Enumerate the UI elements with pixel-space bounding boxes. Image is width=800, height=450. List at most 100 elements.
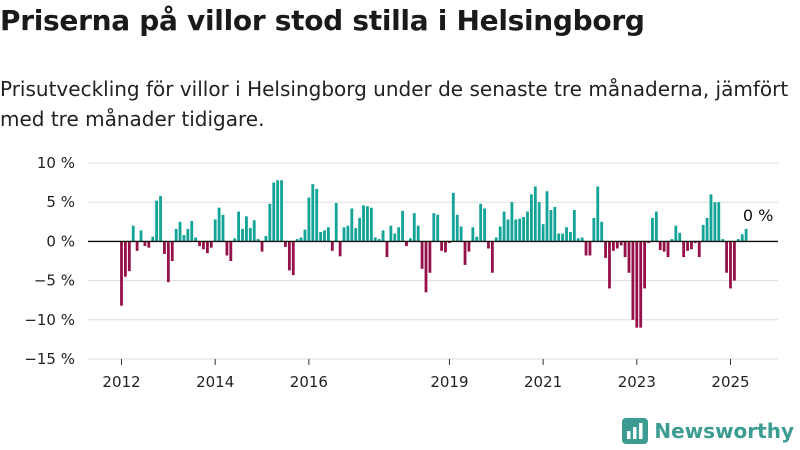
bar bbox=[330, 241, 334, 251]
bar bbox=[221, 214, 225, 242]
bar bbox=[295, 239, 299, 242]
bar bbox=[549, 210, 553, 242]
bar bbox=[159, 195, 162, 242]
bar bbox=[362, 205, 365, 242]
bar bbox=[463, 241, 467, 265]
bar bbox=[709, 194, 713, 242]
bar bbox=[686, 241, 689, 251]
bar bbox=[530, 194, 533, 242]
bar bbox=[194, 237, 198, 242]
bar bbox=[373, 237, 377, 242]
bar bbox=[416, 225, 420, 242]
bar bbox=[241, 228, 244, 242]
bar bbox=[725, 241, 728, 273]
bar bbox=[248, 228, 252, 242]
bar bbox=[217, 207, 221, 242]
bar bbox=[561, 233, 565, 242]
bar bbox=[268, 203, 272, 242]
y-tick-label: −10 % bbox=[24, 311, 75, 329]
bar bbox=[174, 228, 178, 242]
bar bbox=[436, 214, 440, 242]
bar bbox=[639, 241, 643, 328]
bar bbox=[124, 241, 127, 277]
bar bbox=[580, 237, 584, 242]
x-tick-label: 2023 bbox=[618, 373, 656, 391]
axes bbox=[88, 240, 778, 365]
bar bbox=[654, 211, 658, 242]
bar bbox=[494, 237, 498, 242]
bar bbox=[502, 211, 506, 242]
bar bbox=[303, 229, 307, 242]
bar bbox=[209, 241, 213, 248]
bar bbox=[338, 241, 342, 257]
bar bbox=[522, 217, 525, 242]
bar bbox=[604, 241, 607, 258]
bar bbox=[615, 241, 619, 249]
bar bbox=[182, 235, 186, 242]
bar bbox=[690, 241, 693, 250]
bar bbox=[717, 202, 721, 242]
bar bbox=[366, 206, 369, 242]
bar bbox=[170, 241, 174, 261]
bar bbox=[229, 241, 233, 261]
bar bbox=[498, 226, 502, 242]
bar bbox=[389, 225, 393, 242]
bar bbox=[342, 227, 346, 242]
bar bbox=[682, 241, 686, 258]
bar bbox=[514, 219, 518, 242]
grid-lines bbox=[88, 162, 778, 360]
bar bbox=[565, 227, 568, 242]
bar bbox=[225, 241, 229, 256]
bar bbox=[178, 221, 182, 242]
y-tick-label: −15 % bbox=[24, 350, 75, 368]
x-tick-label: 2014 bbox=[196, 373, 234, 391]
bar bbox=[588, 241, 592, 256]
bar bbox=[323, 230, 326, 242]
bar bbox=[381, 230, 385, 242]
bar bbox=[440, 241, 444, 251]
bar bbox=[166, 241, 170, 283]
bar bbox=[256, 239, 260, 242]
x-tick-label: 2021 bbox=[524, 373, 562, 391]
bar bbox=[397, 227, 401, 242]
bar bbox=[299, 237, 303, 242]
bar bbox=[627, 241, 631, 273]
bar bbox=[487, 241, 490, 249]
bar bbox=[674, 225, 678, 242]
bar bbox=[291, 241, 295, 276]
bar bbox=[506, 219, 510, 242]
bar bbox=[557, 233, 561, 242]
bar bbox=[276, 180, 280, 242]
bar bbox=[697, 241, 701, 258]
bar bbox=[252, 220, 256, 242]
bar bbox=[151, 236, 155, 242]
bar bbox=[393, 233, 397, 242]
bar bbox=[647, 241, 650, 243]
bar bbox=[721, 239, 725, 242]
bar bbox=[139, 230, 143, 242]
bar bbox=[584, 241, 588, 256]
bar bbox=[346, 225, 350, 242]
bar bbox=[205, 241, 209, 254]
bar bbox=[311, 184, 315, 242]
bars bbox=[120, 180, 748, 328]
x-tick-label: 2025 bbox=[711, 373, 749, 391]
brand-logo: Newsworthy bbox=[622, 418, 794, 444]
bar bbox=[369, 207, 373, 242]
bar bbox=[408, 238, 412, 242]
bar bbox=[315, 188, 319, 242]
bar bbox=[358, 217, 362, 242]
bar bbox=[455, 214, 459, 242]
chart-title: Priserna på villor stod stilla i Helsing… bbox=[0, 4, 645, 37]
bar bbox=[401, 210, 404, 242]
bar bbox=[120, 241, 123, 306]
bar bbox=[729, 241, 732, 289]
bar bbox=[272, 182, 276, 242]
bar bbox=[736, 239, 740, 242]
x-tick-label: 2012 bbox=[102, 373, 140, 391]
bar bbox=[451, 192, 455, 242]
bar bbox=[705, 217, 709, 242]
last-value-annotation: 0 % bbox=[743, 206, 773, 225]
bar bbox=[334, 202, 338, 242]
bar bbox=[213, 219, 217, 242]
